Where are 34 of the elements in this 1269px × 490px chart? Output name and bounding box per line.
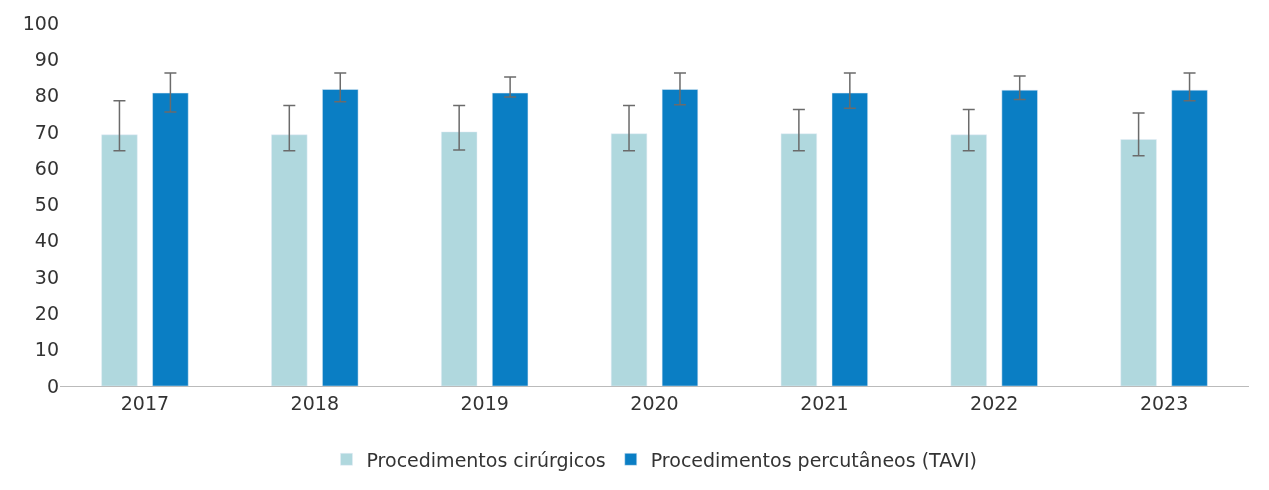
y-tick-label: 70 <box>34 120 59 143</box>
x-tick-label: 2020 <box>630 391 679 414</box>
bar <box>152 92 189 386</box>
bar <box>322 89 359 386</box>
legend-label: Procedimentos percutâneos (TAVI) <box>650 448 977 471</box>
y-tick-label: 50 <box>34 193 59 216</box>
x-tick-label: 2023 <box>1139 391 1189 414</box>
y-tick-label: 10 <box>34 338 59 361</box>
bar <box>1171 89 1208 386</box>
y-tick-label: 40 <box>34 229 59 252</box>
bar <box>661 89 699 386</box>
bar <box>271 134 308 386</box>
legend-label: Procedimentos cirúrgicos <box>366 448 606 471</box>
bar <box>492 92 529 386</box>
x-tick-label: 2018 <box>290 391 339 414</box>
bar <box>441 131 478 386</box>
bar <box>780 133 817 386</box>
x-tick-label: 2019 <box>460 391 509 414</box>
y-tick-label: 20 <box>34 302 59 325</box>
y-tick-label: 0 <box>46 374 59 397</box>
x-tick-label: 2017 <box>120 391 170 414</box>
bar <box>950 134 987 386</box>
y-tick-label: 100 <box>22 11 59 34</box>
bar <box>101 134 138 386</box>
y-tick-label: 90 <box>34 47 59 70</box>
x-tick-label: 2021 <box>800 391 849 414</box>
bar <box>610 133 648 386</box>
bar <box>1001 89 1038 386</box>
bar <box>1120 139 1157 386</box>
y-tick-label: 30 <box>34 265 59 288</box>
y-tick-label: 80 <box>34 84 59 107</box>
x-tick-label: 2022 <box>970 391 1019 414</box>
bar <box>831 92 868 386</box>
y-tick-label: 60 <box>34 156 59 179</box>
